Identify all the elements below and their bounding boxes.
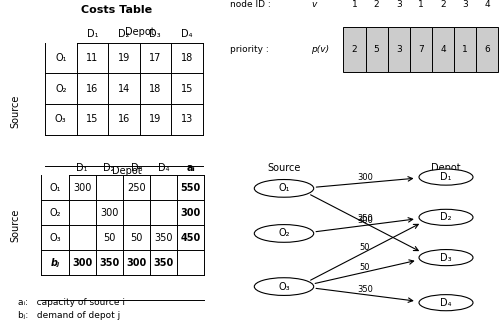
Text: O₃: O₃ [49,233,61,243]
Text: 18: 18 [180,53,193,63]
Text: 1: 1 [462,45,468,54]
Text: D₄: D₄ [440,298,452,308]
Text: 250: 250 [357,214,373,223]
Text: 300: 300 [357,216,373,225]
Text: Depot: Depot [124,27,154,37]
Ellipse shape [254,278,314,296]
Text: 300: 300 [72,258,92,268]
Text: D₂: D₂ [440,212,452,223]
Text: 300: 300 [100,208,118,218]
Text: D₄: D₄ [158,163,170,173]
Text: 3: 3 [462,0,468,9]
Text: D₄: D₄ [181,29,192,39]
Bar [410,27,432,72]
Text: 15: 15 [86,114,99,125]
Ellipse shape [419,169,473,185]
Text: 50: 50 [360,263,370,272]
Ellipse shape [419,250,473,266]
Text: 50: 50 [360,243,370,251]
Text: 1: 1 [352,0,358,9]
Text: aᵢ:   capacity of source i: aᵢ: capacity of source i [18,298,126,307]
Text: 2: 2 [352,45,358,54]
Text: 15: 15 [180,84,193,94]
Text: 13: 13 [180,114,193,125]
Text: 1: 1 [418,0,424,9]
Text: v: v [311,0,316,9]
Text: 300: 300 [73,183,92,193]
Text: O₂: O₂ [49,208,60,218]
Ellipse shape [254,180,314,197]
Text: Costs Table: Costs Table [82,5,152,15]
Text: 4: 4 [440,45,446,54]
Text: D₂: D₂ [104,163,115,173]
Text: Depot: Depot [431,163,461,173]
Text: 4: 4 [484,0,490,9]
Text: O₂: O₂ [55,84,66,94]
Text: 6: 6 [484,45,490,54]
Ellipse shape [419,295,473,311]
Text: Source: Source [268,163,300,173]
Text: Source: Source [11,94,21,128]
Text: O₁: O₁ [49,183,60,193]
Bar [432,27,454,72]
Text: 2: 2 [440,0,446,9]
Text: 2: 2 [374,0,380,9]
Text: Source: Source [10,209,20,242]
Text: Depot: Depot [112,166,142,176]
Text: D₁: D₁ [440,172,452,182]
Text: 17: 17 [149,53,162,63]
Text: O₃: O₃ [55,114,66,125]
Text: 50: 50 [103,233,116,243]
Text: O₂: O₂ [278,228,290,239]
Text: 300: 300 [180,208,201,218]
Text: 300: 300 [357,174,373,182]
Bar [388,27,410,72]
Text: D₁: D₁ [76,163,88,173]
Text: O₃: O₃ [278,281,290,292]
Text: 7: 7 [418,45,424,54]
Bar [344,27,365,72]
Text: 16: 16 [86,84,99,94]
Bar [454,27,476,72]
Text: D₃: D₃ [440,252,452,263]
Text: priority :: priority : [230,45,272,54]
Text: 300: 300 [126,258,146,268]
Text: 11: 11 [86,53,99,63]
Text: 3: 3 [396,45,402,54]
Bar [476,27,498,72]
Text: bⱼ: bⱼ [50,258,59,268]
Text: 350: 350 [357,285,373,294]
Text: bⱼ:   demand of depot j: bⱼ: demand of depot j [18,311,120,320]
Text: 450: 450 [180,233,201,243]
Text: 250: 250 [127,183,146,193]
Text: 350: 350 [154,258,174,268]
Text: node ID :: node ID : [230,0,274,9]
Text: 18: 18 [149,84,162,94]
Text: 16: 16 [118,114,130,125]
Text: O₁: O₁ [55,53,66,63]
Text: 550: 550 [180,183,201,193]
Text: 3: 3 [396,0,402,9]
Ellipse shape [254,225,314,242]
Text: D₃: D₃ [150,29,161,39]
Text: O₁: O₁ [278,183,290,194]
Text: 5: 5 [374,45,380,54]
Text: aᵢ: aᵢ [186,163,195,173]
Text: 14: 14 [118,84,130,94]
Text: 19: 19 [149,114,162,125]
Text: 350: 350 [99,258,119,268]
Ellipse shape [419,209,473,225]
Text: 50: 50 [130,233,142,243]
Text: p(v): p(v) [311,45,329,54]
Text: D₃: D₃ [130,163,142,173]
Text: D₁: D₁ [86,29,98,39]
Text: 350: 350 [154,233,173,243]
Text: D₂: D₂ [118,29,130,39]
Bar [366,27,388,72]
Text: 19: 19 [118,53,130,63]
